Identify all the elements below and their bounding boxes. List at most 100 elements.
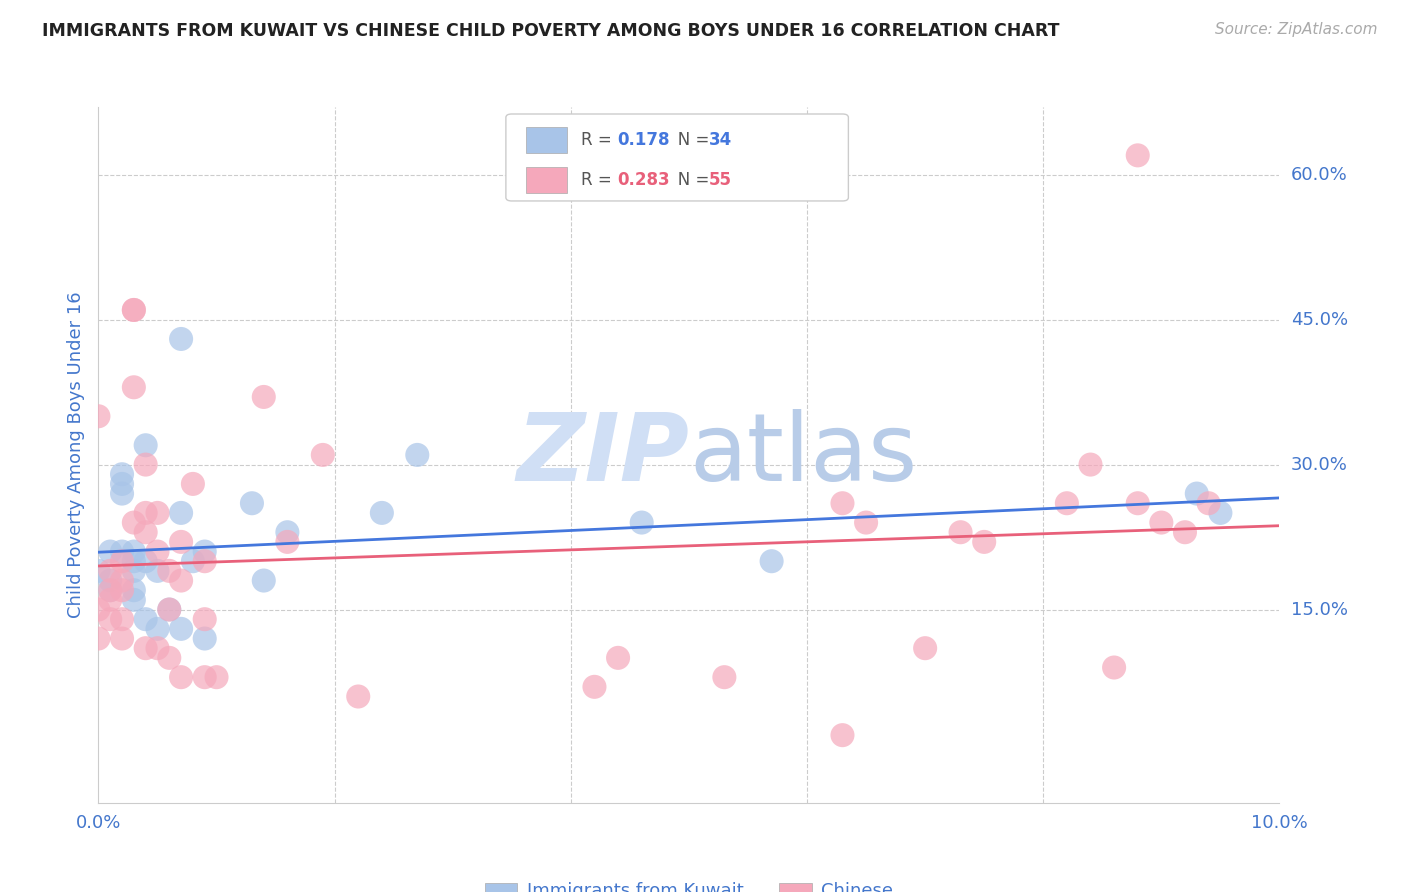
Point [205,670,228,684]
Point [135,554,157,568]
Text: Source: ZipAtlas.com: Source: ZipAtlas.com [1215,22,1378,37]
Text: N =: N = [662,171,714,189]
Point [1126,496,1149,510]
Point [98,574,121,588]
Point [1185,486,1208,500]
Point [181,476,204,491]
Text: R =: R = [582,171,617,189]
Point [111,632,134,646]
Point [170,535,193,549]
Text: 60.0%: 60.0% [1291,166,1347,184]
Point [146,564,169,578]
Point [181,554,204,568]
Point [194,554,217,568]
Point [630,516,652,530]
Point [122,516,145,530]
Point [406,448,429,462]
Point [135,641,157,656]
Point [1150,516,1173,530]
Point [122,564,145,578]
Point [194,670,217,684]
Point [194,612,217,626]
Text: N =: N = [662,131,714,149]
Text: 0.283: 0.283 [617,171,669,189]
Point [347,690,370,704]
Point [240,496,263,510]
Point [122,303,145,318]
Point [914,641,936,656]
Point [111,574,134,588]
Point [135,525,157,540]
FancyBboxPatch shape [526,127,567,153]
Point [831,728,853,742]
Point [122,380,145,394]
FancyBboxPatch shape [506,114,848,201]
Y-axis label: Child Poverty Among Boys Under 16: Child Poverty Among Boys Under 16 [66,292,84,618]
Point [170,670,193,684]
Point [949,525,972,540]
Point [170,622,193,636]
Text: IMMIGRANTS FROM KUWAIT VS CHINESE CHILD POVERTY AMONG BOYS UNDER 16 CORRELATION : IMMIGRANTS FROM KUWAIT VS CHINESE CHILD … [42,22,1060,40]
Point [1056,496,1078,510]
Point [98,544,121,558]
Point [111,612,134,626]
Text: ZIP: ZIP [516,409,689,501]
Point [87,409,110,424]
Point [146,641,169,656]
Point [371,506,394,520]
Point [122,592,145,607]
Point [170,574,193,588]
Point [1102,660,1125,674]
Point [1080,458,1102,472]
Point [973,535,995,549]
Point [146,506,169,520]
Point [157,602,180,616]
Point [122,544,145,558]
Point [157,564,180,578]
Point [157,602,180,616]
Text: 55: 55 [709,171,733,189]
Point [87,564,110,578]
Point [98,583,121,598]
Point [111,486,134,500]
Point [111,554,134,568]
Point [253,574,276,588]
Point [98,583,121,598]
Legend: Immigrants from Kuwait, Chinese: Immigrants from Kuwait, Chinese [478,874,900,892]
Point [111,583,134,598]
Point [98,592,121,607]
Text: 45.0%: 45.0% [1291,310,1348,328]
Text: 15.0%: 15.0% [1291,600,1347,618]
Point [122,554,145,568]
Text: 34: 34 [709,131,733,149]
Point [170,506,193,520]
Point [146,622,169,636]
Point [1126,148,1149,162]
Point [831,496,853,510]
Point [276,525,298,540]
Point [253,390,276,404]
Point [135,612,157,626]
Point [855,516,877,530]
Point [111,476,134,491]
Point [607,651,630,665]
Point [1198,496,1220,510]
Point [135,458,157,472]
Point [276,535,298,549]
Point [170,332,193,346]
Point [713,670,735,684]
Point [1209,506,1232,520]
Point [583,680,606,694]
Point [111,467,134,482]
Point [87,632,110,646]
Point [111,544,134,558]
Point [98,612,121,626]
Point [135,506,157,520]
Text: atlas: atlas [689,409,917,501]
Point [312,448,335,462]
Text: 30.0%: 30.0% [1291,456,1347,474]
Point [157,651,180,665]
Text: 0.178: 0.178 [617,131,669,149]
Point [135,438,157,452]
Point [98,564,121,578]
